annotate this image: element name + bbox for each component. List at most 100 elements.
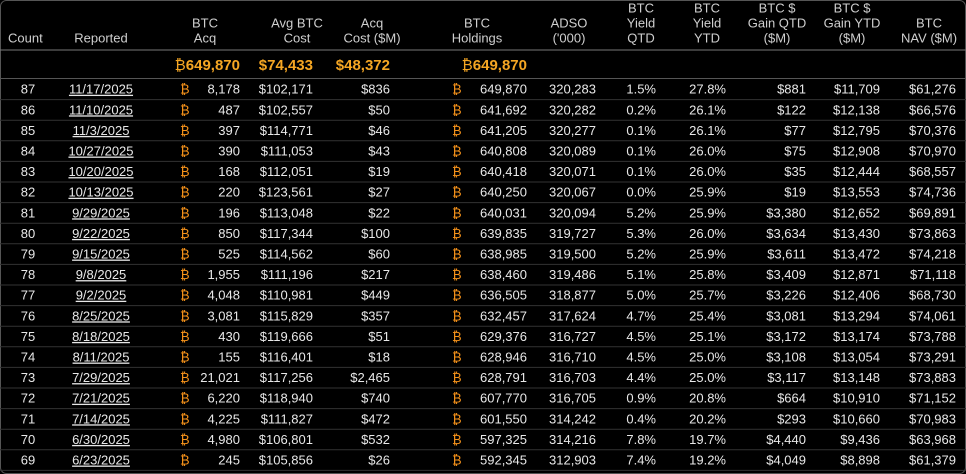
column-header: Acq bbox=[361, 15, 383, 30]
summary-value: ₿649,870 bbox=[175, 57, 240, 74]
cell: $532 bbox=[361, 432, 390, 447]
currency-symbol: ₿ bbox=[180, 247, 190, 262]
cell: $3,081 bbox=[766, 308, 806, 323]
cell: 82 bbox=[21, 185, 35, 200]
cell: $3,409 bbox=[766, 267, 806, 282]
cell: 220 bbox=[218, 185, 240, 200]
cell: 316,703 bbox=[549, 370, 596, 385]
cell: $12,406 bbox=[833, 288, 880, 303]
cell: $13,553 bbox=[833, 185, 880, 200]
cell: 196 bbox=[218, 205, 240, 220]
cell: 4.5% bbox=[626, 350, 656, 365]
cell: 26.1% bbox=[689, 102, 726, 117]
cell: $51 bbox=[368, 329, 390, 344]
cell: 79 bbox=[21, 247, 35, 262]
currency-symbol: ₿ bbox=[452, 370, 462, 385]
cell: $68,730 bbox=[909, 288, 956, 303]
cell: $102,557 bbox=[259, 102, 313, 117]
cell: $68,557 bbox=[909, 164, 956, 179]
date-link: 10/13/2025 bbox=[68, 185, 133, 200]
column-header: BTC $ bbox=[834, 0, 872, 15]
cell: $3,380 bbox=[766, 205, 806, 220]
cell: $74,218 bbox=[909, 247, 956, 262]
cell: 5.2% bbox=[626, 247, 656, 262]
cell: $664 bbox=[777, 391, 806, 406]
cell: $70,970 bbox=[909, 144, 956, 159]
cell: $73,788 bbox=[909, 329, 956, 344]
cell: $9,436 bbox=[840, 432, 880, 447]
cell: $10,910 bbox=[833, 391, 880, 406]
cell: 636,505 bbox=[480, 288, 527, 303]
cell: $13,174 bbox=[833, 329, 880, 344]
cell: $102,171 bbox=[259, 82, 313, 97]
cell: 25.9% bbox=[689, 205, 726, 220]
cell: 85 bbox=[21, 123, 35, 138]
cell: $13,294 bbox=[833, 308, 880, 323]
cell: $122 bbox=[777, 102, 806, 117]
cell: $46 bbox=[368, 123, 390, 138]
cell: 25.9% bbox=[689, 185, 726, 200]
cell: 649,870 bbox=[480, 82, 527, 97]
cell: $357 bbox=[361, 308, 390, 323]
cell: 641,692 bbox=[480, 102, 527, 117]
cell: 320,282 bbox=[549, 102, 596, 117]
cell: 71 bbox=[21, 411, 35, 426]
cell: 0.4% bbox=[626, 411, 656, 426]
currency-symbol: ₿ bbox=[180, 82, 190, 97]
currency-symbol: ₿ bbox=[180, 288, 190, 303]
column-header: BTC bbox=[916, 15, 942, 30]
cell: $27 bbox=[368, 185, 390, 200]
cell: $114,562 bbox=[260, 247, 313, 262]
cell: 320,067 bbox=[549, 185, 596, 200]
cell: 312,903 bbox=[549, 453, 596, 468]
column-header: Avg BTC bbox=[271, 15, 323, 30]
cell: 155 bbox=[218, 350, 240, 365]
column-header: Count bbox=[8, 30, 43, 45]
column-header: Holdings bbox=[452, 30, 503, 45]
cell: 87 bbox=[21, 82, 35, 97]
currency-symbol: ₿ bbox=[180, 370, 190, 385]
column-header: ($M) bbox=[764, 30, 791, 45]
date-link: 9/8/2025 bbox=[76, 267, 127, 282]
currency-symbol: ₿ bbox=[180, 144, 190, 159]
date-link: 8/18/2025 bbox=[72, 329, 130, 344]
cell: $4,440 bbox=[766, 432, 806, 447]
cell: $12,908 bbox=[833, 144, 880, 159]
cell: $3,108 bbox=[766, 350, 806, 365]
cell: $8,898 bbox=[840, 453, 880, 468]
cell: 75 bbox=[21, 329, 35, 344]
cell: $13,430 bbox=[833, 226, 880, 241]
currency-symbol: ₿ bbox=[452, 453, 462, 468]
cell: 26.0% bbox=[689, 226, 726, 241]
column-header: QTD bbox=[627, 30, 654, 45]
summary-number: $48,372 bbox=[336, 57, 390, 74]
cell: $60 bbox=[368, 247, 390, 262]
cell: $3,172 bbox=[766, 329, 806, 344]
cell: 640,808 bbox=[480, 144, 527, 159]
cell: 5.0% bbox=[626, 288, 656, 303]
column-header: ('000) bbox=[553, 30, 586, 45]
date-link: 10/27/2025 bbox=[68, 144, 133, 159]
cell: 69 bbox=[21, 453, 35, 468]
currency-symbol: ₿ bbox=[452, 308, 462, 323]
cell: 638,460 bbox=[480, 267, 527, 282]
cell: $217 bbox=[361, 267, 390, 282]
column-header: BTC bbox=[464, 15, 490, 30]
cell: 314,216 bbox=[549, 432, 596, 447]
cell: 25.9% bbox=[689, 247, 726, 262]
cell: 0.0% bbox=[626, 185, 656, 200]
cell: 320,283 bbox=[549, 82, 596, 97]
cell: $836 bbox=[361, 82, 390, 97]
cell: 628,791 bbox=[480, 370, 527, 385]
cell: 319,486 bbox=[549, 267, 596, 282]
currency-symbol: ₿ bbox=[180, 205, 190, 220]
cell: 25.1% bbox=[689, 329, 726, 344]
currency-symbol: ₿ bbox=[180, 391, 190, 406]
cell: $117,344 bbox=[260, 226, 313, 241]
currency-symbol: ₿ bbox=[180, 102, 190, 117]
cell: $50 bbox=[368, 102, 390, 117]
currency-symbol: ₿ bbox=[452, 82, 462, 97]
cell: 320,094 bbox=[549, 205, 596, 220]
cell: 25.0% bbox=[689, 350, 726, 365]
